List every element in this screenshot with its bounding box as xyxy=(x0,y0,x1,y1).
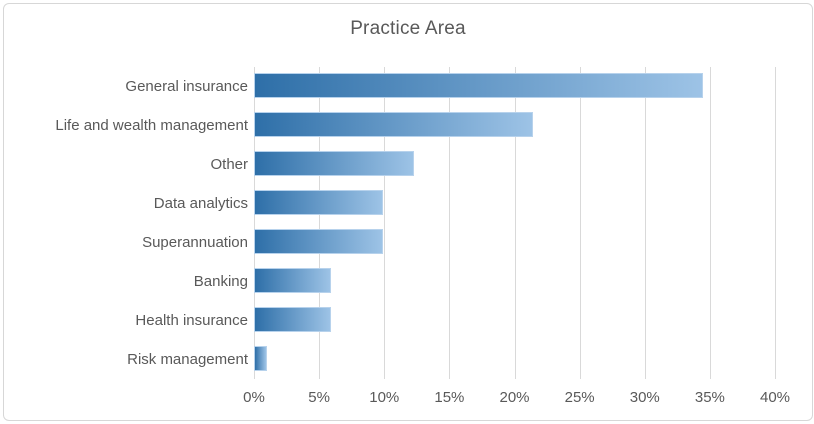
gridline xyxy=(775,67,776,379)
category-label: Banking xyxy=(193,273,248,290)
bar-health-insurance xyxy=(254,307,331,332)
category-label: Other xyxy=(210,156,248,173)
bar-row xyxy=(254,106,775,145)
bar-banking xyxy=(254,268,331,293)
bar-row xyxy=(254,340,775,379)
category-label: General insurance xyxy=(125,78,248,95)
category-label: Health insurance xyxy=(135,312,248,329)
bar-data-analytics xyxy=(254,190,383,215)
category-label: Risk management xyxy=(127,351,248,368)
bar-other xyxy=(254,151,415,176)
plot-area xyxy=(254,67,776,379)
bar-life-and-wealth-management xyxy=(254,112,533,137)
value-axis: 0% 5% 10% 15% 20% 25% 30% 35% 40% xyxy=(243,388,790,408)
value-axis-line xyxy=(254,67,255,379)
bar-general-insurance xyxy=(254,73,704,98)
gridline xyxy=(709,67,711,379)
bar-row xyxy=(254,67,775,106)
bar-row xyxy=(254,301,775,340)
x-tick-label: 35% xyxy=(694,389,725,406)
bar-row xyxy=(254,184,775,223)
gridline xyxy=(384,67,386,379)
bar-chart: Practice Area General insurance Life and … xyxy=(3,3,813,421)
gridline xyxy=(644,67,646,379)
x-tick-label: 30% xyxy=(629,389,660,406)
x-tick-label: 20% xyxy=(499,389,530,406)
gridline xyxy=(449,67,451,379)
x-tick-label: 5% xyxy=(308,389,330,406)
x-tick-label: 40% xyxy=(759,389,791,406)
x-tick-label: 25% xyxy=(564,389,595,406)
x-tick-label: 0% xyxy=(243,389,265,406)
chart-title: Practice Area xyxy=(350,18,466,39)
x-tick-label: 10% xyxy=(369,389,400,406)
x-tick-label: 15% xyxy=(434,389,465,406)
gridline xyxy=(514,67,516,379)
bar-risk-management xyxy=(254,346,268,371)
bar-row xyxy=(254,223,775,262)
bar-superannuation xyxy=(254,229,383,254)
category-axis: General insurance Life and wealth managem… xyxy=(4,67,248,379)
bar-row xyxy=(254,145,775,184)
category-label: Superannuation xyxy=(142,234,248,251)
category-label: Life and wealth management xyxy=(55,117,248,134)
category-label: Data analytics xyxy=(153,195,248,212)
gridline xyxy=(319,67,321,379)
gridline xyxy=(579,67,581,379)
bar-row xyxy=(254,262,775,301)
